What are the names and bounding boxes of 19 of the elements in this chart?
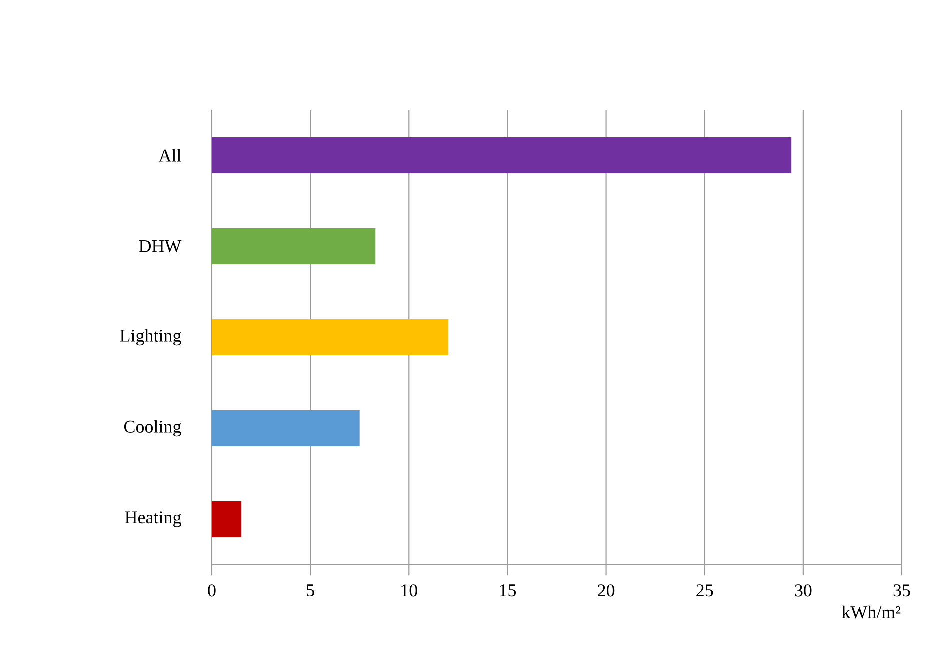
y-tick-label: All: [158, 149, 182, 162]
x-tick-label: 30: [795, 584, 812, 597]
x-tick-label: 20: [598, 584, 615, 597]
x-tick-label: 0: [208, 584, 216, 597]
y-tick-label: Lighting: [120, 329, 182, 346]
bar: [212, 501, 242, 538]
x-tick-label: 35: [894, 584, 910, 597]
x-axis-title: kWh/m²: [842, 606, 901, 619]
y-tick-label: Heating: [125, 512, 182, 528]
y-tick-label: Cooling: [124, 420, 182, 437]
x-tick-label: 5: [307, 584, 314, 597]
bar: [212, 228, 376, 264]
x-tick-label: 15: [500, 584, 516, 597]
x-tick-label: 10: [402, 584, 418, 597]
bar: [212, 410, 360, 446]
x-tick-label: 25: [696, 584, 714, 597]
y-tick-label: DHW: [139, 240, 182, 253]
bar: [212, 137, 792, 174]
bar: [212, 319, 449, 356]
